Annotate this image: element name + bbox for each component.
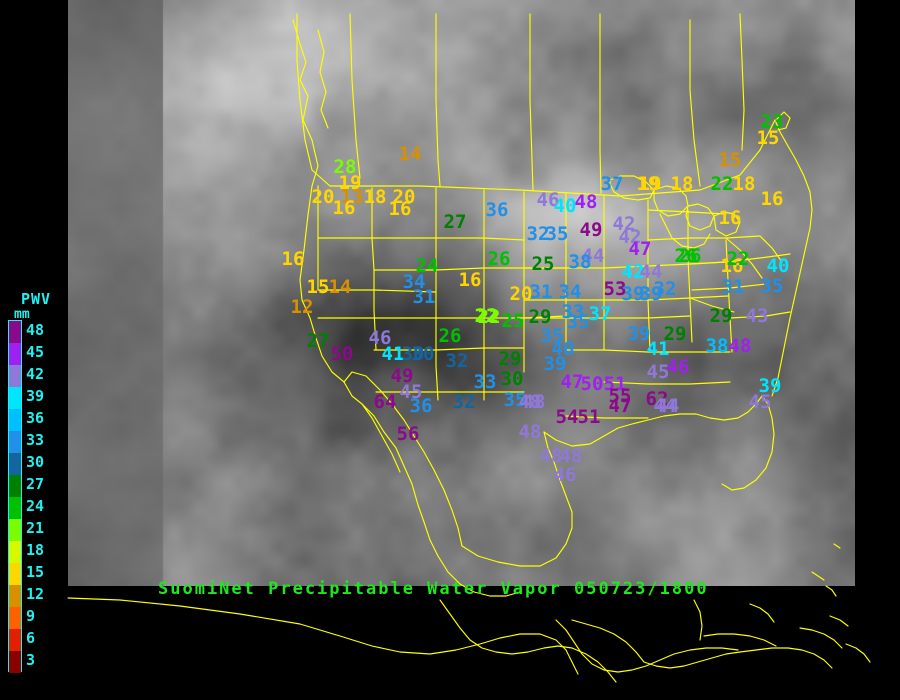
colorbar-swatch	[9, 409, 21, 431]
colorbar-swatch	[9, 651, 21, 673]
colorbar-swatch	[9, 585, 21, 607]
satellite-imagery-canvas	[68, 0, 855, 586]
colorbar-gradient	[8, 320, 22, 673]
colorbar-tick-9: 9	[26, 607, 36, 625]
colorbar-swatch	[9, 431, 21, 453]
colorbar-swatch	[9, 453, 21, 475]
figure-title: SuomiNet Precipitable Water Vapor 050723…	[158, 579, 709, 599]
colorbar-swatch	[9, 519, 21, 541]
colorbar-tick-45: 45	[26, 343, 45, 361]
colorbar-swatch	[9, 629, 21, 651]
colorbar-tick-42: 42	[26, 365, 45, 383]
colorbar-tick-18: 18	[26, 541, 45, 559]
colorbar-tick-48: 48	[26, 321, 45, 339]
satellite-water-vapor-image	[68, 0, 855, 586]
colorbar-tick-39: 39	[26, 387, 45, 405]
colorbar-tick-3: 3	[26, 651, 36, 669]
colorbar-swatch	[9, 321, 21, 343]
colorbar-tick-30: 30	[26, 453, 45, 471]
colorbar-swatch	[9, 497, 21, 519]
colorbar-swatch	[9, 563, 21, 585]
colorbar-tick-36: 36	[26, 409, 45, 427]
colorbar-swatch	[9, 343, 21, 365]
colorbar-swatch	[9, 387, 21, 409]
colorbar-swatch	[9, 365, 21, 387]
colorbar-tick-6: 6	[26, 629, 36, 647]
pwv-colorbar-legend: PWV mm 48 45 42 39 36 33 30 27 24 21 18 15 12 9 6 3	[0, 292, 68, 692]
colorbar-units-label: mm	[14, 307, 30, 322]
colorbar-swatch	[9, 607, 21, 629]
colorbar-tick-24: 24	[26, 497, 45, 515]
colorbar-tick-27: 27	[26, 475, 45, 493]
colorbar-tick-21: 21	[26, 519, 45, 537]
colorbar-tick-33: 33	[26, 431, 45, 449]
colorbar-swatch	[9, 541, 21, 563]
colorbar-title: PWV	[20, 290, 52, 308]
colorbar-tick-12: 12	[26, 585, 45, 603]
colorbar-swatch	[9, 475, 21, 497]
colorbar-tick-15: 15	[26, 563, 45, 581]
figure-title-bar: SuomiNet Precipitable Water Vapor 050723…	[68, 578, 855, 600]
